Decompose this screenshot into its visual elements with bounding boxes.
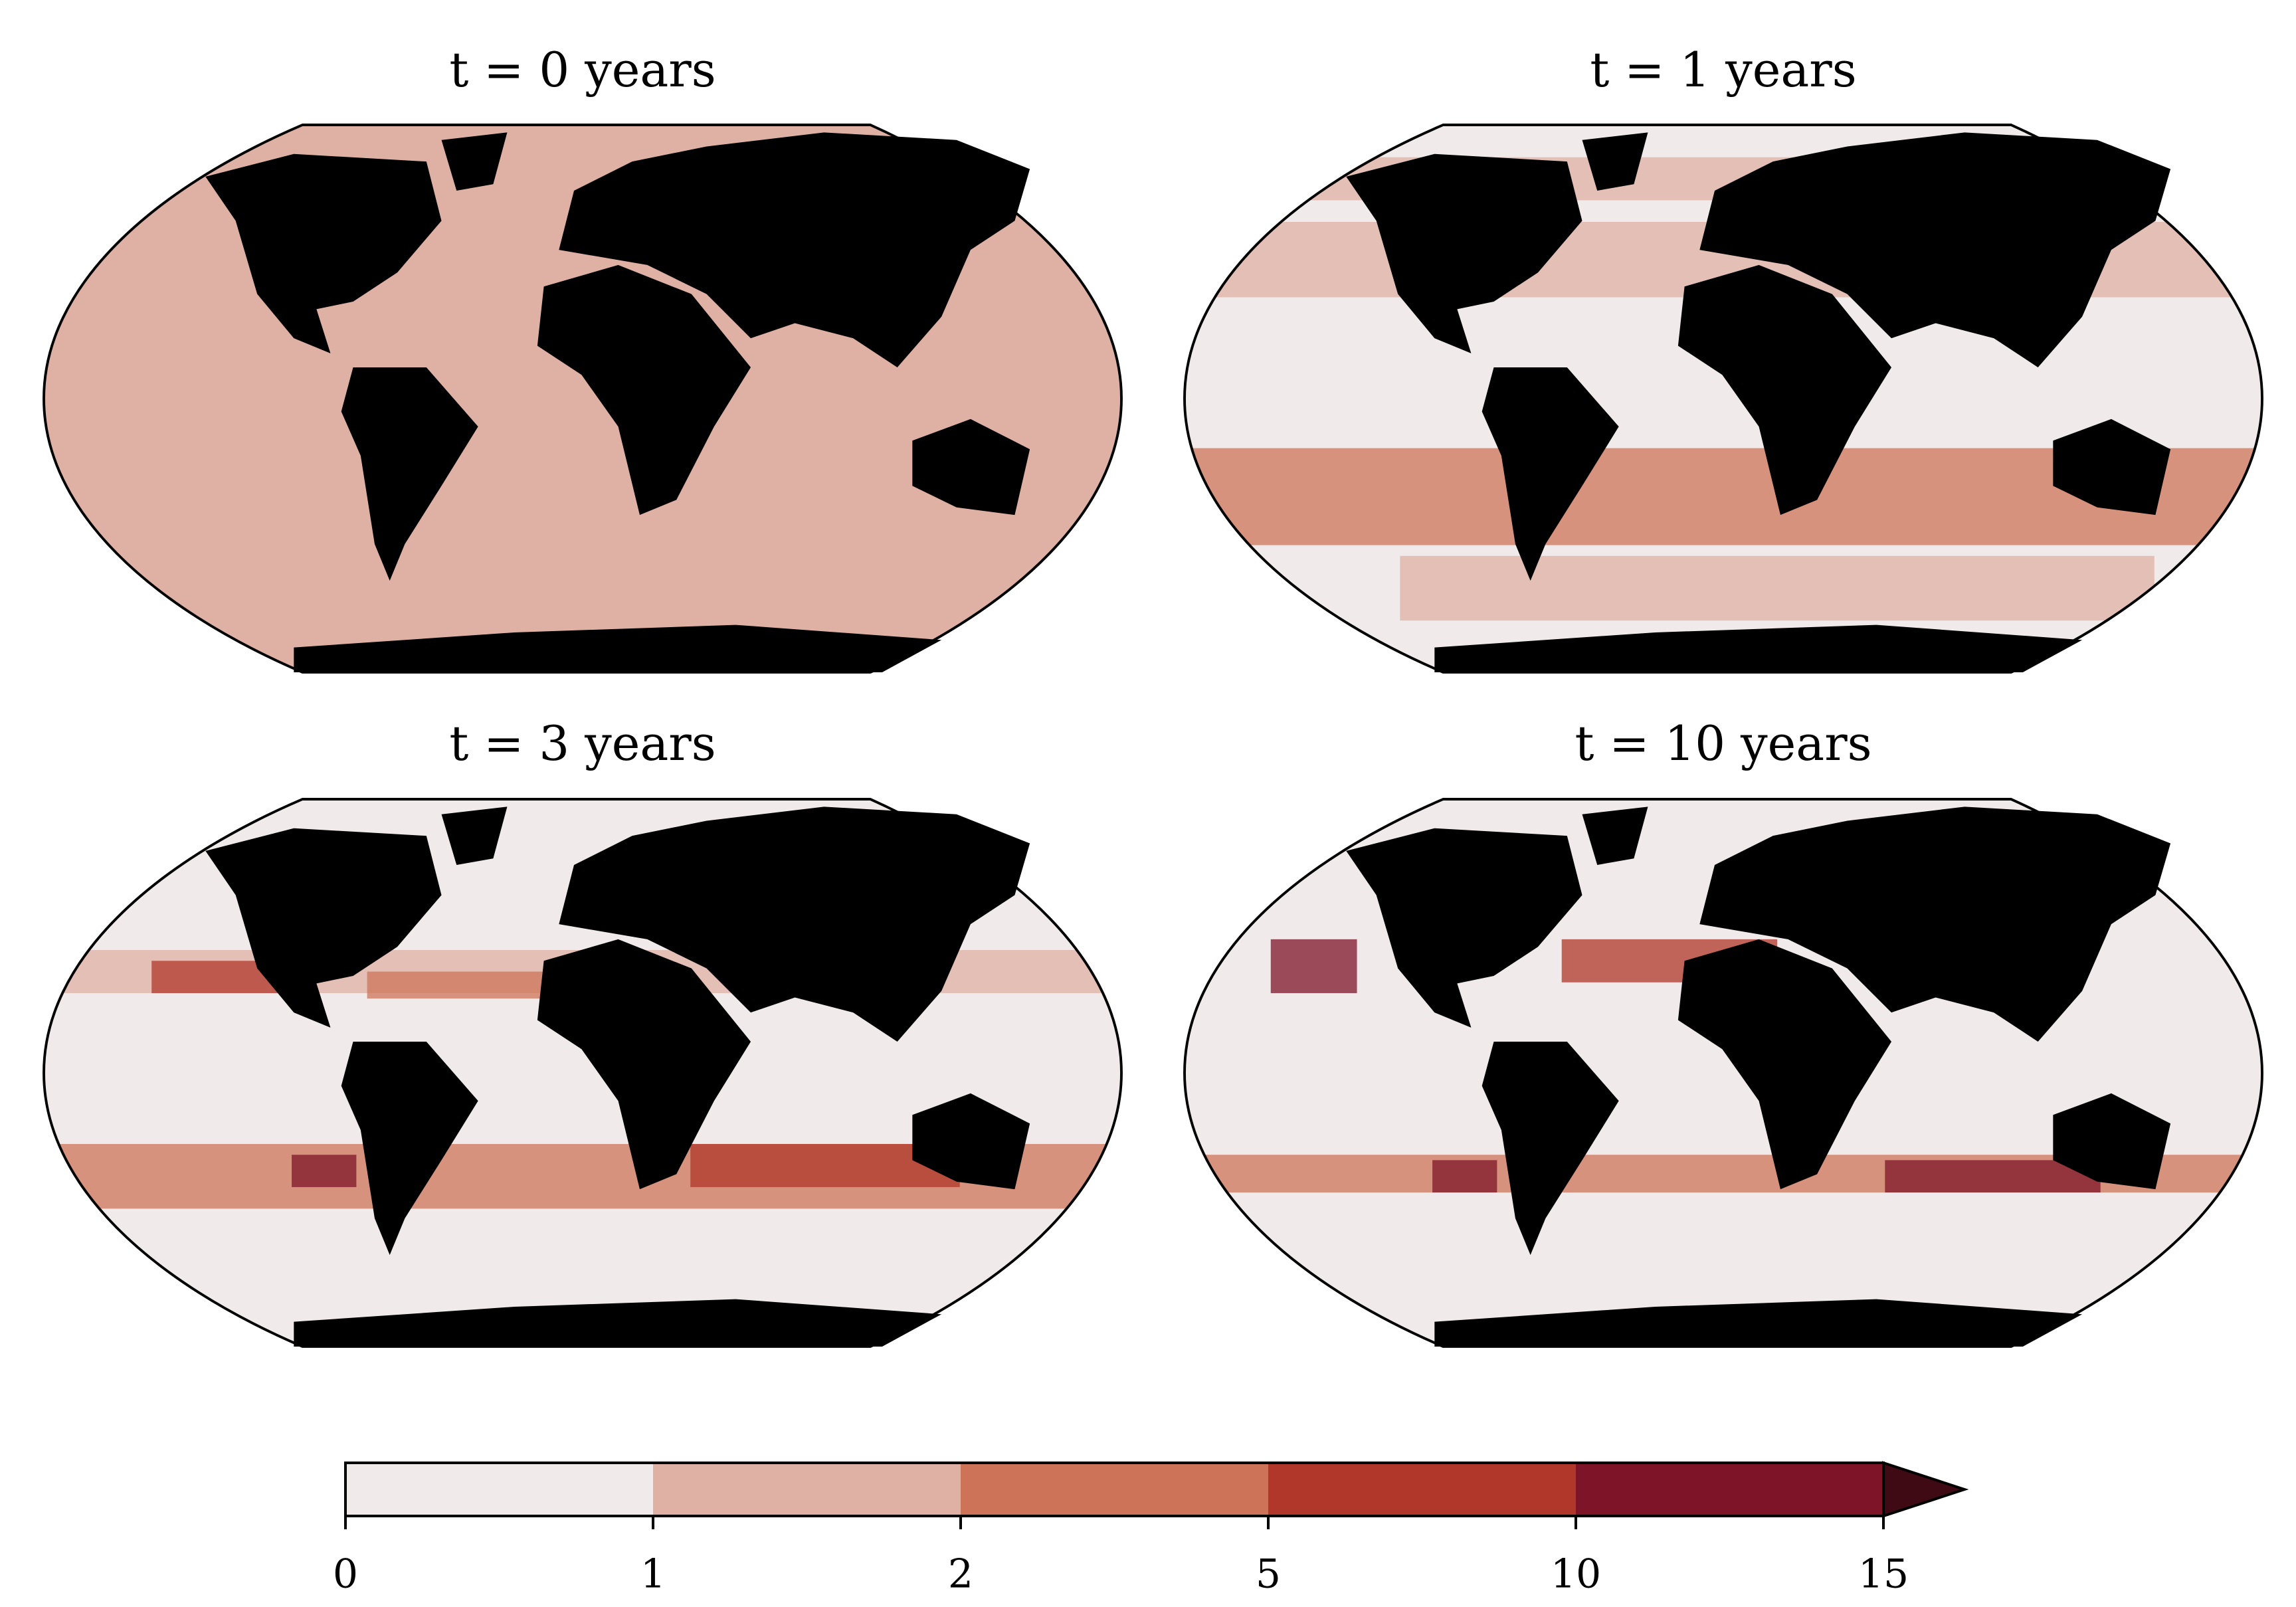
- map-outline: [1183, 124, 2263, 674]
- map: [43, 124, 1123, 674]
- colorbar-extend: [1882, 1461, 1969, 1518]
- colorbar-bin: [961, 1463, 1269, 1516]
- panel-title: t = 1 years: [1590, 42, 1856, 98]
- density-band: [1270, 939, 1357, 993]
- map: [1183, 798, 2263, 1348]
- colorbar-bin: [1576, 1463, 1884, 1516]
- colorbar-tick-label: 10: [1551, 1551, 1601, 1598]
- colorbar-tick-label: 5: [1256, 1551, 1281, 1598]
- colorbar-bin: [1268, 1463, 1577, 1516]
- colorbar-tick-label: 2: [948, 1551, 973, 1598]
- map: [43, 798, 1123, 1348]
- colorbar-tick-label: 0: [333, 1551, 358, 1598]
- colorbar-bin: [653, 1463, 961, 1516]
- density-band: [1432, 1160, 1497, 1193]
- map: [1183, 124, 2263, 674]
- colorbar-frame: [344, 1462, 1885, 1517]
- colorbar-tick-label: 1: [640, 1551, 666, 1598]
- colorbar-tick-label: 15: [1858, 1551, 1909, 1598]
- panel-title: t = 10 years: [1575, 715, 1871, 771]
- density-band: [292, 1155, 357, 1187]
- panel-title: t = 0 years: [449, 42, 716, 98]
- density-band: [1400, 555, 2154, 621]
- map-outline: [43, 124, 1123, 674]
- colorbar-bin: [345, 1463, 654, 1516]
- map-outline: [43, 798, 1123, 1348]
- map-outline: [1183, 798, 2263, 1348]
- panel-title: t = 3 years: [449, 715, 716, 771]
